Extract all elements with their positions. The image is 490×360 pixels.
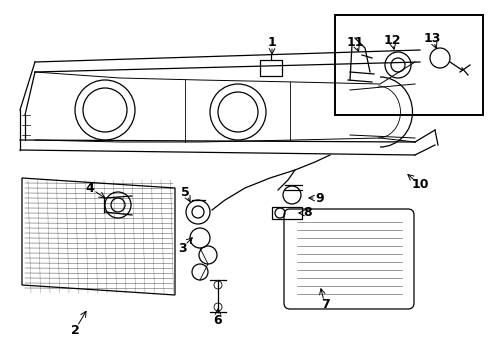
Text: 2: 2: [71, 324, 79, 337]
Text: 1: 1: [268, 36, 276, 49]
Text: 12: 12: [383, 33, 401, 46]
Text: 9: 9: [316, 192, 324, 204]
Text: 3: 3: [178, 242, 186, 255]
Bar: [272, 207, 302, 219]
Text: 7: 7: [320, 298, 329, 311]
Text: 11: 11: [346, 36, 364, 49]
Text: 5: 5: [181, 185, 189, 198]
Text: 4: 4: [86, 181, 95, 194]
Text: 6: 6: [214, 314, 222, 327]
Text: 10: 10: [411, 179, 429, 192]
Bar: [260, 60, 282, 76]
Text: 13: 13: [423, 31, 441, 45]
Text: 8: 8: [304, 207, 312, 220]
Bar: [335, 15, 483, 115]
